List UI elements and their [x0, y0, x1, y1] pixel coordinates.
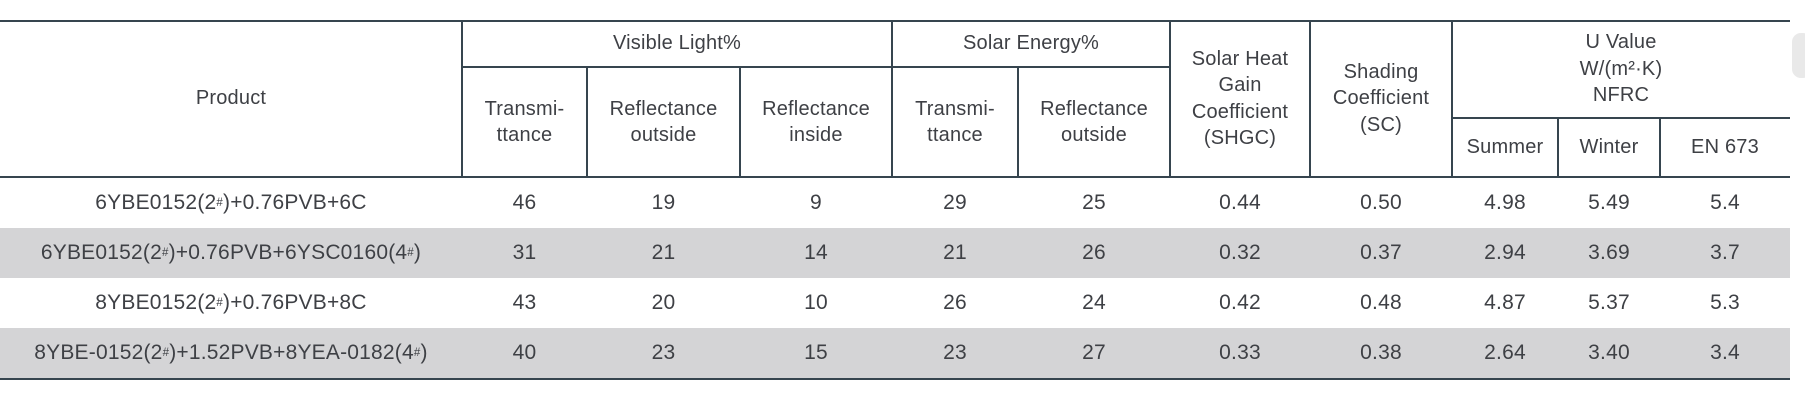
value-cell: 3.7 — [1710, 241, 1740, 264]
value-cell: 9 — [810, 191, 822, 214]
table-row: 6YBE0152(2 #)+0.76PVB+6YSC0160(4 #) 31 21 14 2… — [0, 228, 1790, 278]
column-divider — [1451, 20, 1453, 177]
header-bottom-rule — [0, 176, 1790, 178]
col-header-se-reflectance-outside: Reflectance outside — [1040, 97, 1148, 146]
value-cell: 43 — [512, 291, 537, 314]
col-header-vl-reflectance-outside: Reflectance outside — [609, 97, 718, 146]
value-cell: 46 — [512, 191, 537, 214]
column-divider — [739, 67, 741, 177]
value-cell: 5.49 — [1588, 191, 1630, 214]
value-cell: 3.4 — [1710, 341, 1740, 364]
col-header-se-transmittance: Transmi- ttance — [915, 97, 995, 146]
column-divider — [1169, 20, 1171, 177]
value-cell: 0.42 — [1219, 291, 1261, 314]
value-cell: 31 — [512, 241, 537, 264]
value-cell: 3.40 — [1588, 341, 1630, 364]
col-header-shgc: Solar Heat Gain Coefficient (SHGC) — [1191, 47, 1289, 149]
value-cell: 0.33 — [1219, 341, 1261, 364]
value-cell: 25 — [1082, 191, 1106, 214]
product-cell: 8YBE-0152(2 #)+1.52PVB+8YEA-0182(4 #) — [34, 341, 428, 364]
col-header-vl-transmittance: Transmi- ttance — [484, 97, 565, 146]
col-header-shading-coefficient: Shading Coefficient (SC) — [1332, 60, 1430, 136]
value-cell: 10 — [804, 291, 828, 314]
col-header-summer: Summer — [1466, 136, 1544, 159]
value-cell: 5.4 — [1710, 191, 1740, 214]
product-cell: 6YBE0152(2 #)+0.76PVB+6C — [95, 191, 367, 214]
column-divider — [1659, 118, 1661, 177]
value-cell: 0.44 — [1219, 191, 1261, 214]
value-cell: 2.64 — [1484, 341, 1526, 364]
value-cell: 27 — [1082, 341, 1106, 364]
value-cell: 21 — [651, 241, 676, 264]
value-cell: 4.98 — [1484, 191, 1526, 214]
value-cell: 2.94 — [1484, 241, 1526, 264]
value-cell: 19 — [651, 191, 676, 214]
value-cell: 0.50 — [1360, 191, 1402, 214]
column-divider — [586, 67, 588, 177]
value-cell: 3.69 — [1588, 241, 1630, 264]
table-bottom-rule — [0, 377, 1790, 380]
group-header-u-value: U Value W/(m²·K) NFRC — [1579, 31, 1663, 107]
column-divider — [1017, 67, 1019, 177]
scrollbar-thumb[interactable] — [1792, 33, 1805, 78]
u-value-header-divider — [1452, 117, 1790, 119]
table-top-rule — [0, 20, 1790, 22]
group-header-solar-energy: Solar Energy% — [963, 32, 1099, 55]
column-divider — [1309, 20, 1311, 177]
product-cell: 8YBE0152(2 #)+0.76PVB+8C — [95, 291, 367, 314]
value-cell: 40 — [512, 341, 537, 364]
value-cell: 23 — [943, 341, 967, 364]
table-row: 8YBE-0152(2 #)+1.52PVB+8YEA-0182(4 #) 40 23 1… — [0, 328, 1790, 378]
value-cell: 0.48 — [1360, 291, 1402, 314]
value-cell: 15 — [804, 341, 828, 364]
value-cell: 0.38 — [1360, 341, 1402, 364]
product-cell: 6YBE0152(2 #)+0.76PVB+6YSC0160(4 #) — [40, 241, 422, 264]
value-cell: 5.3 — [1710, 291, 1740, 314]
group-header-visible-light: Visible Light% — [612, 32, 742, 55]
group-header-divider — [462, 66, 1170, 68]
col-header-vl-reflectance-inside: Reflectance inside — [762, 97, 870, 146]
col-header-en673: EN 673 — [1691, 136, 1759, 159]
value-cell: 26 — [943, 291, 967, 314]
value-cell: 0.37 — [1360, 241, 1402, 264]
value-cell: 5.37 — [1588, 291, 1630, 314]
column-divider — [1557, 118, 1559, 177]
value-cell: 23 — [651, 341, 676, 364]
col-header-product: Product — [195, 87, 267, 110]
value-cell: 0.32 — [1219, 241, 1261, 264]
value-cell: 20 — [651, 291, 676, 314]
col-header-winter: Winter — [1579, 136, 1639, 159]
value-cell: 26 — [1082, 241, 1106, 264]
value-cell: 24 — [1082, 291, 1106, 314]
column-divider — [461, 20, 463, 177]
value-cell: 4.87 — [1484, 291, 1526, 314]
table-row: 6YBE0152(2 #)+0.76PVB+6C 46 19 9 29 25 0.44 0.50… — [0, 178, 1790, 228]
value-cell: 29 — [943, 191, 967, 214]
column-divider — [891, 20, 893, 177]
table-row: 8YBE0152(2 #)+0.76PVB+8C 43 20 10 26 24 0.42 0.4… — [0, 278, 1790, 328]
value-cell: 21 — [943, 241, 967, 264]
value-cell: 14 — [804, 241, 828, 264]
